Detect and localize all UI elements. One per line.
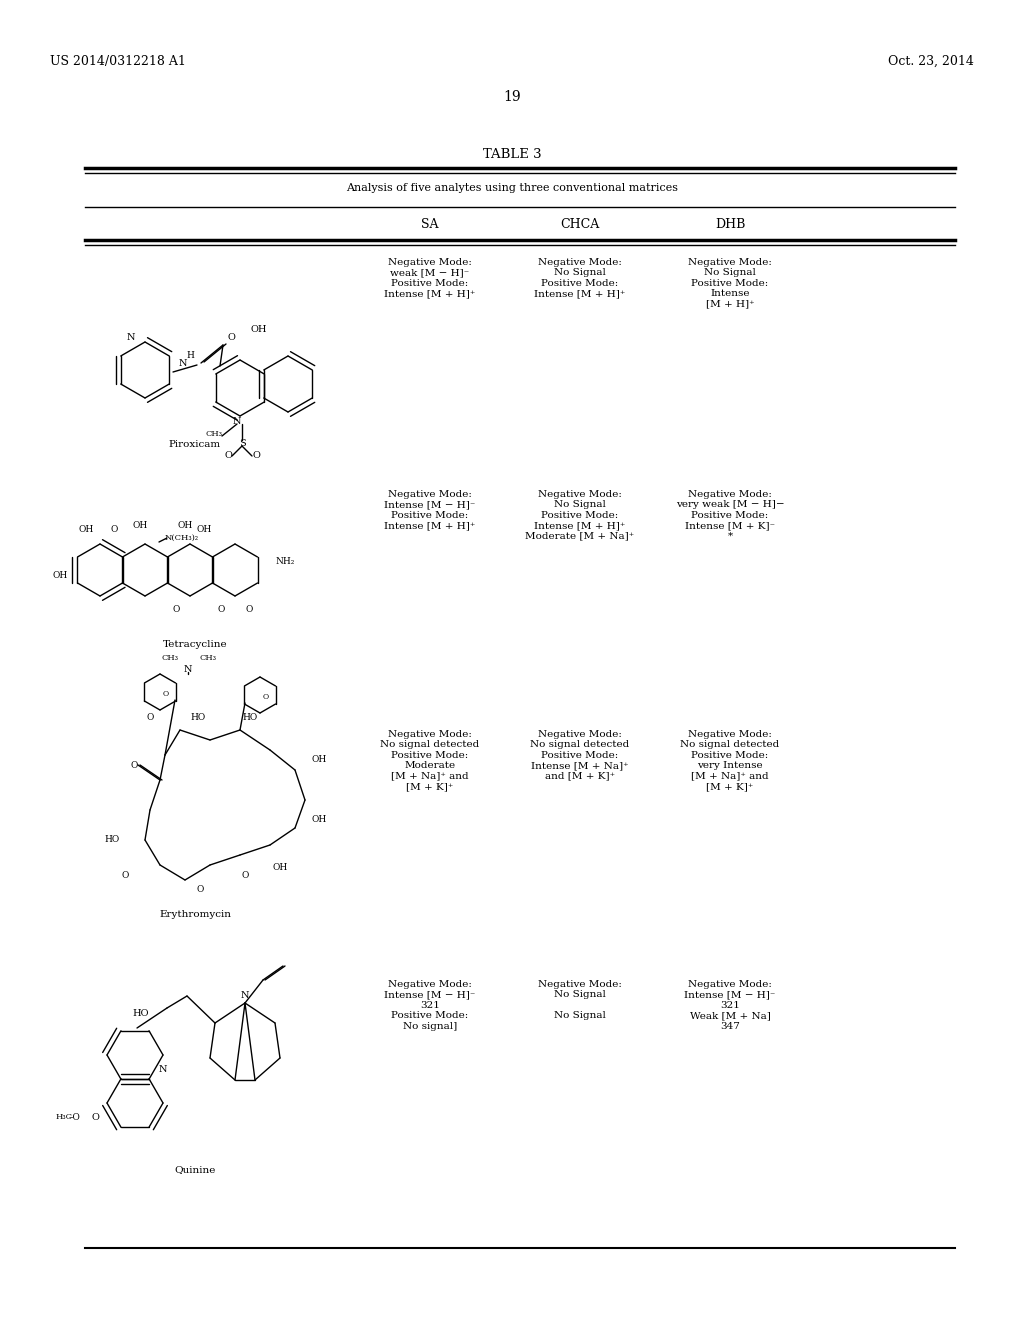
Text: OH: OH (132, 520, 147, 529)
Text: NH₂: NH₂ (275, 557, 294, 566)
Text: Negative Mode:
very weak [M − H]−
Positive Mode:
Intense [M + K]⁻
*: Negative Mode: very weak [M − H]− Positi… (676, 490, 784, 541)
Text: HO: HO (190, 714, 206, 722)
Text: TABLE 3: TABLE 3 (482, 148, 542, 161)
Text: HO: HO (104, 836, 120, 845)
Text: CHCA: CHCA (560, 218, 600, 231)
Text: HO: HO (132, 1010, 150, 1019)
Text: Negative Mode:
weak [M − H]⁻
Positive Mode:
Intense [M + H]⁺: Negative Mode: weak [M − H]⁻ Positive Mo… (384, 257, 476, 298)
Text: DHB: DHB (715, 218, 745, 231)
Text: CH₃: CH₃ (200, 653, 216, 663)
Text: Negative Mode:
No signal detected
Positive Mode:
Intense [M + Na]⁺
and [M + K]⁺: Negative Mode: No signal detected Positi… (530, 730, 630, 780)
Text: Negative Mode:
No Signal
Positive Mode:
Intense [M + H]⁺: Negative Mode: No Signal Positive Mode: … (535, 257, 626, 298)
Text: H: H (186, 351, 194, 360)
Text: Negative Mode:
No Signal

No Signal: Negative Mode: No Signal No Signal (538, 979, 622, 1020)
Text: O: O (146, 714, 154, 722)
Text: N: N (183, 665, 193, 675)
Text: O: O (252, 451, 260, 461)
Text: O: O (130, 760, 137, 770)
Text: Negative Mode:
Intense [M − H]⁻
321
Weak [M + Na]
347: Negative Mode: Intense [M − H]⁻ 321 Weak… (684, 979, 776, 1031)
Text: OH: OH (312, 755, 328, 764)
Text: CH₃: CH₃ (205, 430, 222, 438)
Text: O: O (197, 886, 204, 895)
Text: OH: OH (197, 525, 212, 535)
Text: Negative Mode:
No Signal
Positive Mode:
Intense
[M + H]⁺: Negative Mode: No Signal Positive Mode: … (688, 257, 772, 309)
Text: O: O (227, 333, 234, 342)
Text: N: N (232, 417, 242, 426)
Text: Oct. 23, 2014: Oct. 23, 2014 (888, 55, 974, 69)
Text: Analysis of five analytes using three conventional matrices: Analysis of five analytes using three co… (346, 183, 678, 193)
Text: O: O (224, 451, 232, 461)
Text: Negative Mode:
No Signal
Positive Mode:
Intense [M + H]⁺
Moderate [M + Na]⁺: Negative Mode: No Signal Positive Mode: … (525, 490, 635, 541)
Text: HO: HO (243, 714, 258, 722)
Text: N: N (241, 991, 249, 1001)
Text: Negative Mode:
No signal detected
Positive Mode:
very Intense
[M + Na]⁺ and
[M +: Negative Mode: No signal detected Positi… (680, 730, 779, 791)
Text: N(CH₃)₂: N(CH₃)₂ (165, 535, 199, 543)
Text: 19: 19 (503, 90, 521, 104)
Text: OH: OH (272, 863, 288, 873)
Text: O: O (217, 606, 224, 615)
Text: O: O (246, 606, 253, 615)
Text: OH: OH (251, 325, 267, 334)
Text: CH₃: CH₃ (162, 653, 178, 663)
Text: US 2014/0312218 A1: US 2014/0312218 A1 (50, 55, 186, 69)
Text: N: N (179, 359, 187, 367)
Text: O: O (163, 690, 169, 698)
Text: O: O (263, 693, 269, 701)
Text: Quinine: Quinine (174, 1166, 216, 1173)
Text: S: S (239, 440, 246, 449)
Text: SA: SA (421, 218, 438, 231)
Text: OH: OH (52, 570, 68, 579)
Text: OH: OH (312, 816, 328, 825)
Text: H₃C: H₃C (56, 1113, 73, 1121)
Text: –O: –O (69, 1113, 81, 1122)
Text: OH: OH (177, 520, 193, 529)
Text: Tetracycline: Tetracycline (163, 640, 227, 649)
Text: Negative Mode:
No signal detected
Positive Mode:
Moderate
[M + Na]⁺ and
[M + K]⁺: Negative Mode: No signal detected Positi… (380, 730, 479, 791)
Text: O: O (172, 606, 179, 615)
Text: Erythromycin: Erythromycin (159, 909, 231, 919)
Text: Negative Mode:
Intense [M − H]⁻
321
Positive Mode:
No signal]: Negative Mode: Intense [M − H]⁻ 321 Posi… (384, 979, 476, 1031)
Text: OH: OH (79, 525, 93, 535)
Text: N: N (127, 334, 135, 342)
Text: O: O (91, 1113, 99, 1122)
Text: Piroxicam: Piroxicam (169, 440, 221, 449)
Text: Negative Mode:
Intense [M − H]⁻
Positive Mode:
Intense [M + H]⁺: Negative Mode: Intense [M − H]⁻ Positive… (384, 490, 476, 531)
Text: O: O (242, 870, 249, 879)
Text: O: O (111, 525, 118, 535)
Text: O: O (121, 870, 129, 879)
Text: N: N (159, 1064, 167, 1073)
